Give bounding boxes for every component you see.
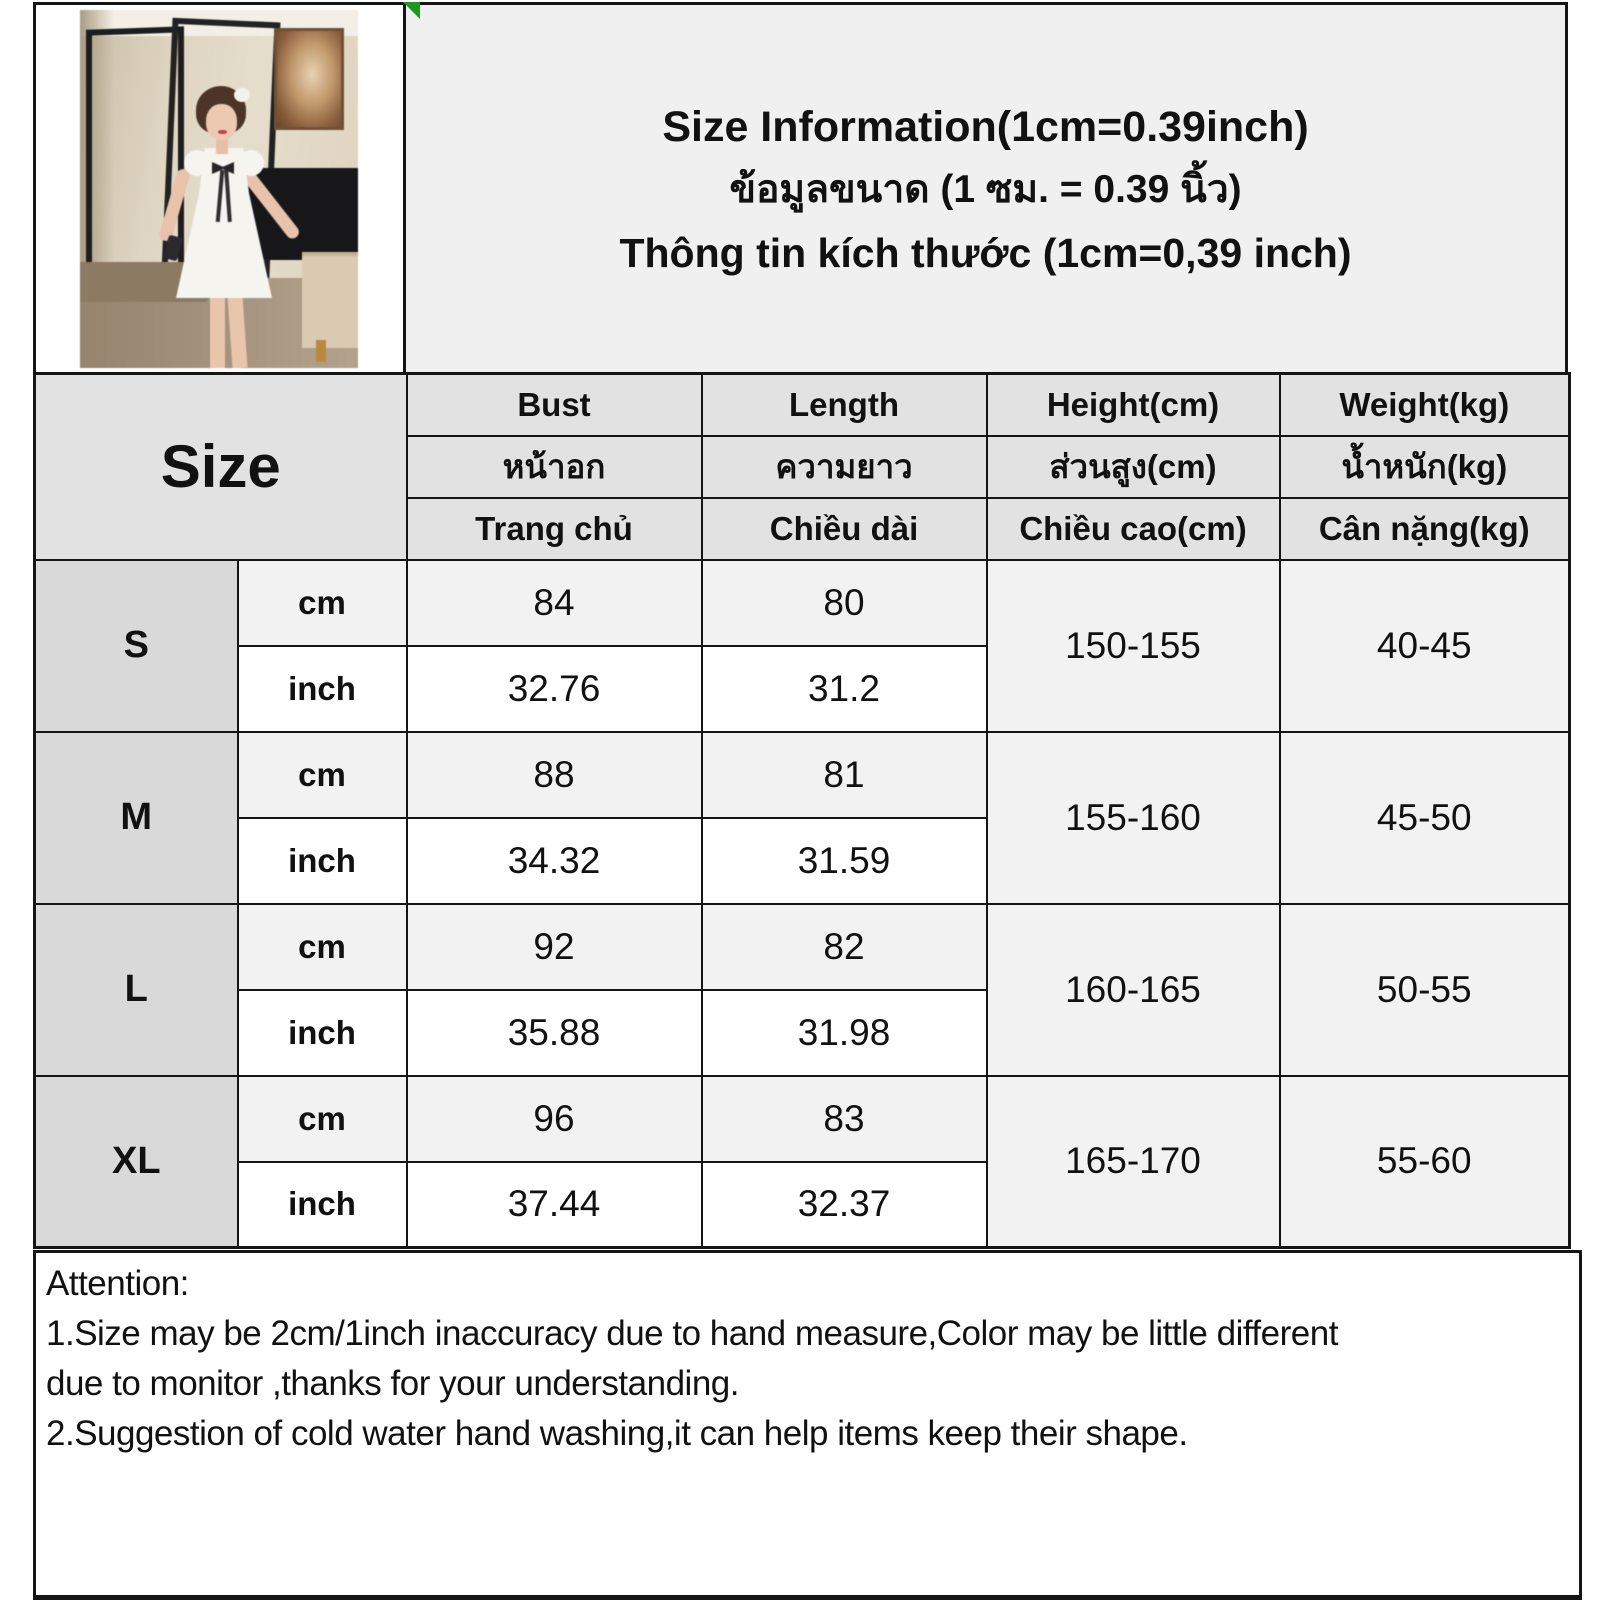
length-inch-s: 31.2 bbox=[700, 644, 988, 733]
size-label-s: S bbox=[33, 558, 239, 733]
size-info-title-block: Size Information(1cm=0.39inch) ข้อมูลขนา… bbox=[406, 5, 1565, 375]
col-header-bust-vi: Trang chủ bbox=[405, 496, 703, 561]
weight-range-xl: 55-60 bbox=[1278, 1074, 1571, 1249]
attention-note-1: 1.Size may be 2cm/1inch inaccuracy due t… bbox=[46, 1314, 1338, 1353]
bust-cm-m: 88 bbox=[405, 730, 703, 819]
col-header-length-th: ความยาว bbox=[700, 434, 988, 499]
attention-notes: Attention: 1.Size may be 2cm/1inch inacc… bbox=[33, 1250, 1582, 1600]
weight-range-m: 45-50 bbox=[1278, 730, 1571, 905]
attention-note-2: 2.Suggestion of cold water hand washing,… bbox=[46, 1414, 1188, 1453]
height-range-xl: 165-170 bbox=[985, 1074, 1281, 1249]
length-cm-xl: 83 bbox=[700, 1074, 988, 1163]
photo-model-face bbox=[206, 104, 237, 140]
bust-inch-s: 32.76 bbox=[405, 644, 703, 733]
size-header: Size bbox=[33, 372, 408, 561]
col-header-bust-th: หน้าอก bbox=[405, 434, 703, 499]
photo-model-neck bbox=[216, 138, 228, 154]
weight-range-l: 50-55 bbox=[1278, 902, 1571, 1077]
bust-cm-l: 92 bbox=[405, 902, 703, 991]
length-inch-xl: 32.37 bbox=[700, 1160, 988, 1249]
bust-inch-xl: 37.44 bbox=[405, 1160, 703, 1249]
photo-sofa bbox=[302, 252, 358, 348]
unit-cm: cm bbox=[236, 558, 408, 647]
unit-cm: cm bbox=[236, 1074, 408, 1163]
photo-dress-sleeve bbox=[184, 150, 210, 176]
col-header-height-th: ส่วนสูง(cm) bbox=[985, 434, 1281, 499]
photo-model-lips bbox=[218, 130, 227, 134]
attention-note-1-cont: due to monitor ,thanks for your understa… bbox=[46, 1364, 739, 1403]
col-header-height-vi: Chiều cao(cm) bbox=[985, 496, 1281, 561]
photo-black-bow bbox=[212, 162, 234, 174]
photo-model-leg bbox=[210, 296, 225, 368]
bust-inch-m: 34.32 bbox=[405, 816, 703, 905]
product-photo bbox=[80, 10, 358, 368]
photo-wall-shadow bbox=[80, 10, 114, 279]
weight-range-s: 40-45 bbox=[1278, 558, 1571, 733]
title-english: Size Information(1cm=0.39inch) bbox=[662, 103, 1309, 151]
size-table: Size Bust Length Height(cm) Weight(kg) ห… bbox=[33, 372, 1571, 1249]
unit-cm: cm bbox=[236, 902, 408, 991]
unit-inch: inch bbox=[236, 816, 408, 905]
length-cm-l: 82 bbox=[700, 902, 988, 991]
size-label-m: M bbox=[33, 730, 239, 905]
length-inch-l: 31.98 bbox=[700, 988, 988, 1077]
length-cm-m: 81 bbox=[700, 730, 988, 819]
bust-inch-l: 35.88 bbox=[405, 988, 703, 1077]
unit-cm: cm bbox=[236, 730, 408, 819]
height-range-s: 150-155 bbox=[985, 558, 1281, 733]
col-header-weight-vi: Cân nặng(kg) bbox=[1278, 496, 1571, 561]
attention-heading: Attention: bbox=[46, 1264, 189, 1303]
col-header-weight-th: น้ำหนัก(kg) bbox=[1278, 434, 1571, 499]
col-header-length-vi: Chiều dài bbox=[700, 496, 988, 561]
bust-cm-xl: 96 bbox=[405, 1074, 703, 1163]
photo-hair-clip bbox=[234, 88, 250, 102]
height-range-m: 155-160 bbox=[985, 730, 1281, 905]
photo-dress-sleeve bbox=[238, 150, 264, 176]
title-vietnamese: Thông tin kích thước (1cm=0,39 inch) bbox=[619, 230, 1352, 276]
product-photo-cell bbox=[36, 5, 406, 375]
length-cm-s: 80 bbox=[700, 558, 988, 647]
green-corner-flag-icon bbox=[403, 2, 420, 19]
top-section: Size Information(1cm=0.39inch) ข้อมูลขนา… bbox=[33, 2, 1568, 378]
col-header-height-en: Height(cm) bbox=[985, 372, 1281, 437]
col-header-bust-en: Bust bbox=[405, 372, 703, 437]
unit-inch: inch bbox=[236, 1160, 408, 1249]
length-inch-m: 31.59 bbox=[700, 816, 988, 905]
photo-sofa-leg bbox=[316, 340, 326, 362]
photo-wall-painting bbox=[274, 28, 344, 130]
unit-inch: inch bbox=[236, 988, 408, 1077]
col-header-weight-en: Weight(kg) bbox=[1278, 372, 1571, 437]
unit-inch: inch bbox=[236, 644, 408, 733]
col-header-length-en: Length bbox=[700, 372, 988, 437]
size-label-l: L bbox=[33, 902, 239, 1077]
title-thai: ข้อมูลขนาด (1 ซม. = 0.39 นิ้ว) bbox=[729, 168, 1242, 211]
bust-cm-s: 84 bbox=[405, 558, 703, 647]
height-range-l: 160-165 bbox=[985, 902, 1281, 1077]
size-label-xl: XL bbox=[33, 1074, 239, 1249]
